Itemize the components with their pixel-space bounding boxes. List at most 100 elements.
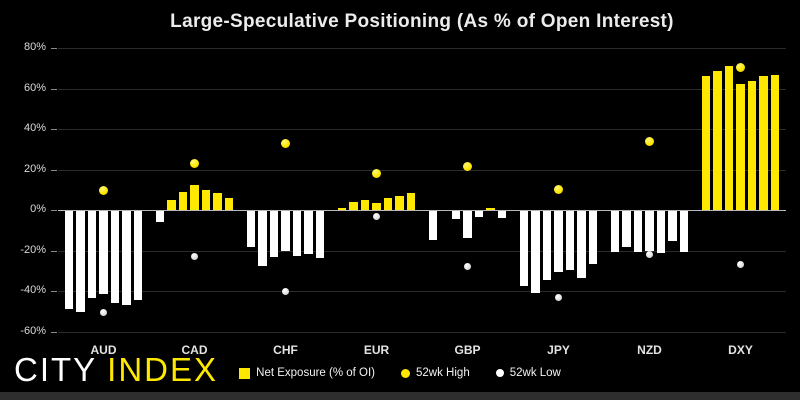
legend-item-net-exposure: Net Exposure (% of OI) (239, 367, 375, 379)
net-exposure-bar (383, 197, 393, 210)
net-exposure-bar (588, 211, 598, 264)
net-exposure-bar (770, 75, 780, 211)
gridline-40pct (58, 129, 786, 130)
net-exposure-bar (713, 71, 722, 210)
gridline--40pct (58, 291, 786, 292)
net-exposure-bar (258, 211, 267, 266)
net-exposure-bar (463, 211, 472, 239)
52wk-low-marker (464, 263, 471, 271)
y-axis-tick (51, 129, 57, 130)
52wk-low-marker (373, 212, 380, 220)
net-exposure-bar (701, 76, 711, 211)
52wk-high-marker (190, 158, 199, 168)
52wk-high-marker (281, 138, 290, 148)
net-exposure-bar (747, 81, 757, 210)
net-exposure-bar (76, 211, 85, 313)
52wk-high-marker (736, 62, 745, 72)
legend-item-52wk-low: 52wk Low (495, 367, 561, 379)
net-exposure-bar (565, 211, 575, 270)
52wk-low-marker (646, 251, 653, 259)
52wk-low-dot-icon (495, 369, 504, 377)
net-exposure-bar (349, 201, 358, 210)
52wk-high-dot-icon (401, 368, 411, 378)
y-axis-tick (51, 48, 57, 49)
chart-legend: Net Exposure (% of OI) 52wk High 52wk Lo… (0, 364, 800, 382)
net-exposure-bar (610, 211, 620, 252)
net-exposure-bar (668, 211, 677, 242)
gridline-80pct (58, 48, 786, 49)
y-axis-tick-label: -60% (20, 324, 46, 337)
net-exposure-bar (519, 211, 529, 286)
52wk-low-marker (100, 308, 107, 316)
net-exposure-bar (656, 211, 666, 253)
52wk-low-marker (282, 287, 289, 295)
y-axis-tick-label: 40% (23, 122, 46, 134)
x-axis-label: JPY (547, 343, 570, 357)
net-exposure-bar (577, 211, 586, 278)
net-exposure-bar (190, 184, 199, 210)
gridline-60pct (58, 88, 786, 90)
net-exposure-bar (395, 195, 404, 210)
net-exposure-bar (451, 211, 461, 220)
52wk-low-marker (191, 253, 198, 261)
net-exposure-bar (110, 211, 120, 304)
52wk-high-marker (372, 169, 381, 179)
net-exposure-bar (531, 211, 540, 293)
net-exposure-bar (304, 211, 313, 254)
gridline-0pct (58, 210, 786, 211)
net-exposure-bar (224, 197, 234, 210)
52wk-high-marker (463, 161, 472, 171)
y-axis-tick (51, 331, 57, 333)
net-exposure-bar (201, 189, 211, 211)
52wk-high-marker (554, 185, 563, 195)
net-exposure-bar (122, 211, 131, 306)
net-exposure-bar (474, 211, 484, 218)
legend-label-net-exposure: Net Exposure (% of OI) (256, 367, 376, 379)
net-exposure-bar (497, 211, 507, 219)
gridline--20pct (58, 250, 786, 252)
net-exposure-bar (406, 192, 416, 210)
net-exposure-bar (428, 211, 438, 241)
net-exposure-bar (759, 76, 768, 211)
net-exposure-bar (64, 211, 74, 310)
net-exposure-bar (337, 207, 347, 210)
legend-label-52wk-low: 52wk Low (509, 367, 561, 379)
y-axis-tick (51, 88, 57, 90)
x-axis-label: EUR (363, 343, 390, 357)
net-exposure-bar (486, 207, 495, 210)
net-exposure-bar (622, 211, 631, 248)
y-axis-tick (51, 291, 57, 292)
net-exposure-bar (99, 211, 108, 294)
net-exposure-bar (554, 211, 563, 272)
legend-label-52wk-high: 52wk High (416, 367, 470, 379)
y-axis-tick (51, 169, 57, 171)
net-exposure-bar (542, 211, 552, 280)
x-axis-label: DXY (728, 343, 753, 357)
net-exposure-bar (645, 211, 654, 251)
52wk-high-marker (99, 186, 108, 196)
logo-city-text: CITY (14, 351, 98, 388)
net-exposure-bar (736, 84, 745, 210)
gridline-20pct (58, 169, 786, 171)
x-axis-label: GBP (454, 343, 481, 357)
x-axis-label: CAD (181, 343, 208, 357)
52wk-low-marker (555, 293, 562, 301)
net-exposure-bar (679, 211, 689, 252)
y-axis-tick (51, 210, 57, 211)
net-exposure-bar (281, 211, 290, 251)
net-exposure-bar (133, 211, 143, 301)
x-axis-label: AUD (90, 343, 117, 357)
net-exposure-bar (269, 211, 279, 257)
net-exposure-bar (246, 211, 256, 248)
net-exposure-square-icon (239, 367, 251, 379)
y-axis-tick-label: 0% (30, 203, 46, 215)
net-exposure-bar (87, 211, 97, 299)
net-exposure-bar (167, 199, 176, 210)
net-exposure-bar (292, 211, 302, 256)
net-exposure-bar (360, 199, 370, 210)
city-index-logo: CITY INDEX (14, 351, 218, 389)
52wk-high-marker (645, 136, 654, 146)
net-exposure-bar (633, 211, 643, 252)
net-exposure-bar (315, 211, 325, 258)
